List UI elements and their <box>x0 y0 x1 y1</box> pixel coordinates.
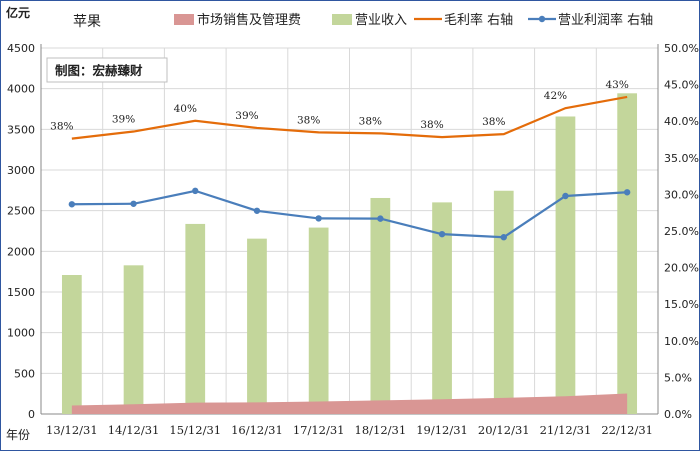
gross-margin-data-label: 43% <box>605 79 628 91</box>
x-tick-label: 19/12/31 <box>416 423 468 437</box>
left-tick-label: 4500 <box>7 42 35 55</box>
x-tick-label: 18/12/31 <box>355 423 407 437</box>
revenue-bar <box>61 275 82 414</box>
expense-area <box>71 393 628 414</box>
right-tick-label: 20.0% <box>664 262 699 275</box>
right-tick-label: 5.0% <box>664 371 692 384</box>
operating-margin-point <box>253 207 261 214</box>
x-tick-label: 21/12/31 <box>540 423 592 437</box>
operating-margin-point <box>315 215 322 222</box>
operating-margin-point <box>623 189 631 196</box>
watermark-text: 制图：宏赫臻财 <box>55 63 143 78</box>
revenue-bar <box>308 227 329 414</box>
gross-margin-data-label: 38% <box>359 115 382 127</box>
right-tick-label: 25.0% <box>664 225 699 238</box>
x-axis-label: 年份 <box>6 428 30 442</box>
right-tick-label: 35.0% <box>664 152 699 165</box>
gross-margin-data-label: 38% <box>420 119 443 131</box>
legend-swatch-revenue <box>332 14 352 25</box>
legend-label-revenue: 营业收入 <box>355 13 407 28</box>
gross-margin-line <box>71 95 628 140</box>
right-tick-label: 10.0% <box>664 335 699 348</box>
revenue-bar <box>370 197 391 414</box>
x-tick-label: 13/12/31 <box>46 423 98 437</box>
x-tick-label: 14/12/31 <box>108 423 160 437</box>
x-tick-label: 16/12/31 <box>231 423 283 437</box>
revenue-bar <box>185 223 206 414</box>
legend-label-gross-margin: 毛利率 右轴 <box>444 12 513 28</box>
operating-margin-point <box>438 230 446 238</box>
legend-label-operating-margin: 营业利润率 右轴 <box>558 12 653 28</box>
operating-margin-point <box>500 234 507 241</box>
operating-margin-point <box>377 215 384 222</box>
right-tick-label: 40.0% <box>664 115 699 128</box>
left-axis-unit: 亿元 <box>6 5 30 20</box>
left-tick-label: 3500 <box>7 123 35 136</box>
gross-margin-data-label: 39% <box>235 110 258 122</box>
operating-margin-point <box>192 187 199 195</box>
watermark-box <box>46 57 168 83</box>
operating-margin-point <box>130 200 137 207</box>
left-tick-label: 2500 <box>7 205 35 218</box>
legend-swatch-expense <box>174 14 194 25</box>
x-tick-label: 22/12/31 <box>601 423 653 437</box>
revenue-bar <box>617 93 638 414</box>
x-tick-label: 20/12/31 <box>478 423 530 437</box>
right-tick-label: 30.0% <box>664 188 699 201</box>
left-tick-label: 3000 <box>7 164 35 177</box>
revenue-bar <box>247 238 267 414</box>
operating-margin-point <box>562 192 569 200</box>
gross-margin-data-label: 42% <box>544 90 567 102</box>
chart-title: 苹果 <box>73 14 101 30</box>
left-tick-label: 0 <box>28 408 35 421</box>
operating-margin-point <box>68 201 76 208</box>
gross-margin-data-label: 39% <box>112 114 135 126</box>
revenue-bar <box>123 265 144 414</box>
gross-margin-data-label: 38% <box>297 114 320 126</box>
operating-margin-line <box>71 189 628 239</box>
left-tick-label: 500 <box>14 367 35 380</box>
right-tick-label: 50.0% <box>664 42 699 55</box>
left-tick-label: 2000 <box>7 245 35 258</box>
gross-margin-data-label: 38% <box>50 121 73 133</box>
gross-margin-data-label: 40% <box>174 103 197 115</box>
revenue-bar <box>555 116 576 414</box>
gross-margin-data-label: 38% <box>482 116 505 128</box>
x-tick-label: 15/12/31 <box>169 423 221 437</box>
right-tick-label: 15.0% <box>664 298 699 311</box>
legend-label-expense: 市场销售及管理费 <box>197 12 301 28</box>
right-tick-label: 0.0% <box>664 408 692 421</box>
left-tick-label: 1000 <box>7 327 35 340</box>
left-tick-label: 4000 <box>7 83 35 96</box>
revenue-bar <box>432 202 452 414</box>
legend-marker-operating-margin <box>538 15 546 23</box>
revenue-bar <box>493 190 514 414</box>
right-tick-label: 45.0% <box>664 79 699 92</box>
left-tick-label: 1500 <box>7 286 35 299</box>
x-tick-label: 17/12/31 <box>293 423 345 437</box>
